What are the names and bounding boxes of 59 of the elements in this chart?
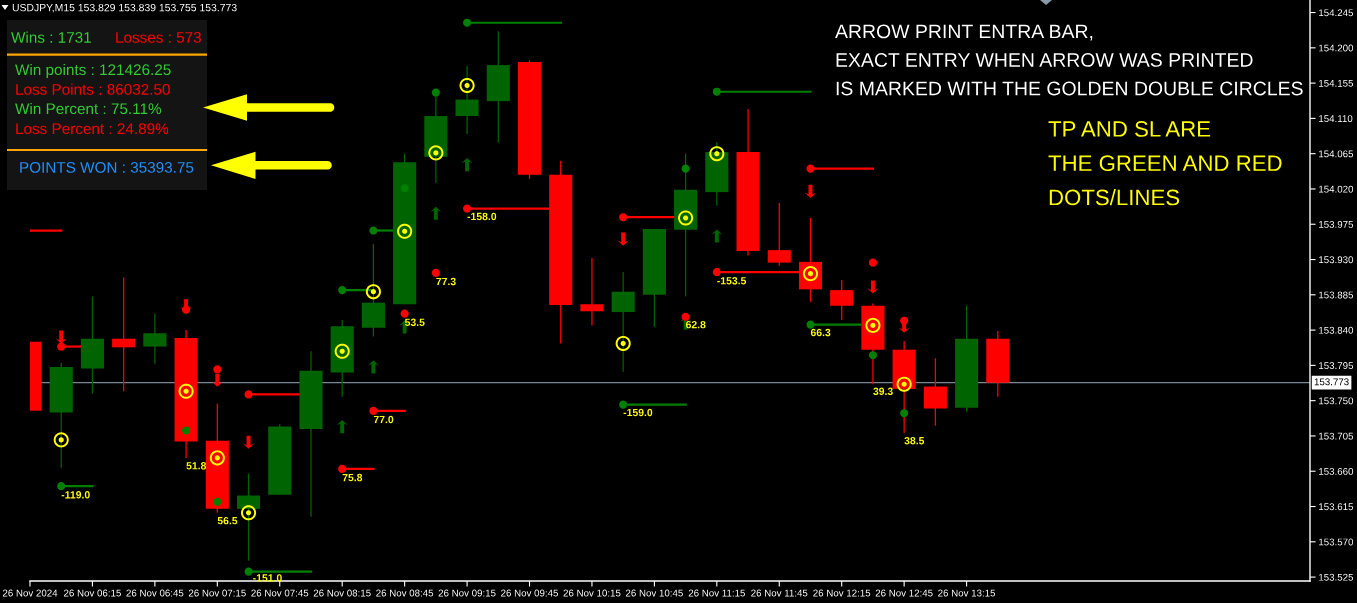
x-tick-label: 26 Nov 10:15 xyxy=(563,589,621,597)
x-tick-label: 26 Nov 11:15 xyxy=(688,589,745,597)
annotation: 56.5 xyxy=(217,516,238,525)
annotation: Losses : 573 xyxy=(116,31,201,43)
annotation: 53.5 xyxy=(404,318,425,326)
ref-line-label: 153.773 xyxy=(1314,378,1349,386)
x-tick-label: 26 Nov 10:45 xyxy=(625,589,683,597)
x-tick-label: 26 Nov 12:15 xyxy=(813,589,871,597)
annotation: 66.3 xyxy=(810,328,831,337)
annotation: -153.5 xyxy=(717,277,747,285)
y-tick-label: 153.795 xyxy=(1319,362,1354,369)
y-tick-label: 153.570 xyxy=(1319,538,1354,546)
y-tick-label: 153.660 xyxy=(1319,467,1354,475)
y-tick-label: 153.615 xyxy=(1319,503,1354,511)
y-tick-label: 153.705 xyxy=(1319,432,1354,440)
x-tick-label: 26 Nov 13:15 xyxy=(938,589,996,597)
x-tick-label: 26 Nov 09:45 xyxy=(501,589,559,597)
annotation: 38.5 xyxy=(904,437,925,445)
x-tick-label: 26 Nov 07:15 xyxy=(188,589,246,597)
y-tick-label: 154.155 xyxy=(1319,79,1354,87)
y-tick-label: 154.110 xyxy=(1319,115,1353,123)
annotation: 51.8 xyxy=(186,462,207,470)
y-tick-label: 153.750 xyxy=(1319,397,1354,405)
annotation: 39.3 xyxy=(873,387,893,395)
annotation: -159.0 xyxy=(623,408,653,417)
annotation: 75.8 xyxy=(342,473,363,482)
annotation: Loss Points : 86032.50 xyxy=(16,83,170,95)
y-tick-label: 153.930 xyxy=(1319,256,1354,264)
x-tick-label: 26 Nov 11:45 xyxy=(751,589,808,597)
annotation: TP AND SL ARE THE GREEN AND RED DOTS/LINES xyxy=(1048,121,1282,206)
y-tick-label: 154.245 xyxy=(1319,9,1354,17)
y-tick-label: 154.200 xyxy=(1319,44,1354,52)
annotation: -158.0 xyxy=(467,212,497,221)
x-tick-label: 26 Nov 06:15 xyxy=(64,589,121,597)
x-tick-label: 26 Nov 09:15 xyxy=(438,589,496,597)
x-tick-label: 26 Nov 08:45 xyxy=(376,589,434,597)
y-tick-label: 153.975 xyxy=(1319,220,1354,228)
annotation: ARROW PRINT ENTRA BAR, EXACT ENTRY WHEN ARROW WAS PRINTED IS MARKED WITH THE GOLDEN DOUBLE CIRCLES xyxy=(835,24,1303,96)
y-tick-label: 153.525 xyxy=(1319,573,1354,581)
annotation: Win Percent : 75.11% xyxy=(15,102,162,115)
x-tick-label: 26 Nov 2024 xyxy=(2,589,58,597)
x-tick-label: 26 Nov 12:45 xyxy=(875,589,933,597)
y-tick-label: 154.065 xyxy=(1319,150,1354,158)
y-tick-label: 153.840 xyxy=(1319,326,1354,334)
x-tick-label: 26 Nov 08:15 xyxy=(313,589,371,597)
annotation: -119.0 xyxy=(61,491,90,499)
annotation: Wins : 1731 xyxy=(11,31,91,43)
annotation: 62.8 xyxy=(685,320,706,329)
annotation: 77.0 xyxy=(373,415,394,424)
annotation: Win points : 121426.25 xyxy=(15,63,171,79)
y-tick-label: 154.020 xyxy=(1319,185,1354,193)
annotation: Loss Percent : 24.89% xyxy=(16,123,169,135)
annotation: 77.3 xyxy=(436,277,456,286)
chart-title: USDJPY,M15 153.829 153.839 153.755 153.773 xyxy=(12,3,237,13)
annotation: -151.0 xyxy=(253,574,282,582)
y-tick-label: 153.885 xyxy=(1319,291,1354,299)
x-tick-label: 26 Nov 06:45 xyxy=(126,589,184,597)
annotation: POINTS WON : 35393.75 xyxy=(20,161,194,173)
x-tick-label: 26 Nov 07:45 xyxy=(251,589,309,597)
